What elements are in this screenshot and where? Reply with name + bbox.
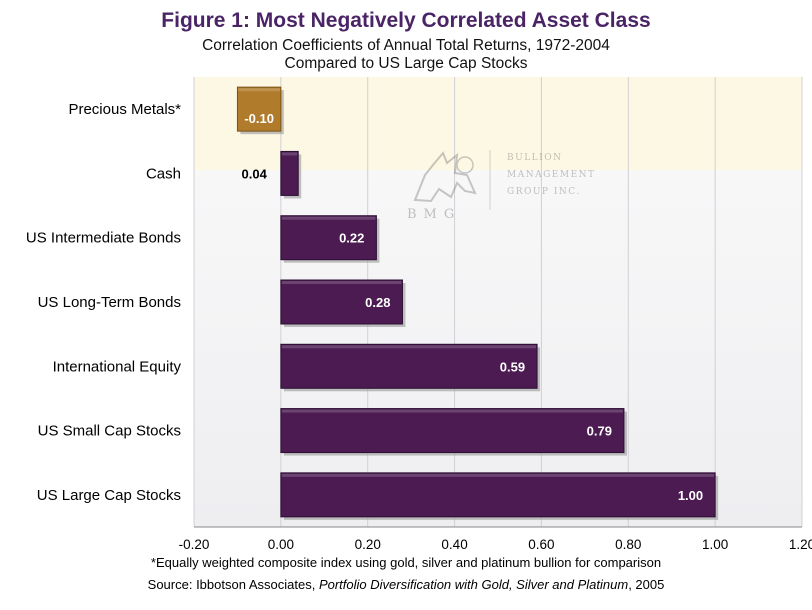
lion-logo-icon [413, 150, 491, 210]
x-tick-label: 0.60 [528, 537, 554, 552]
bar [280, 343, 538, 389]
category-label: International Equity [53, 358, 182, 375]
bar [280, 215, 377, 261]
bmg-watermark: BULLION MANAGEMENT GROUP INC. BMG [395, 145, 605, 225]
category-label: US Large Cap Stocks [37, 487, 181, 504]
watermark-mark: BMG [407, 207, 462, 222]
bar-bevel [281, 473, 715, 477]
category-label: US Small Cap Stocks [38, 423, 181, 440]
bar-value-label: -0.10 [244, 111, 274, 126]
x-tick-label: 0.20 [355, 537, 381, 552]
correlation-bar-chart: -0.20 0.00 0.20 0.40 0.60 0.80 1.00 1.20 Preciou… [26, 77, 812, 552]
bar [280, 150, 299, 196]
bar-value-label: 0.28 [365, 295, 390, 310]
bar-bevel [281, 152, 298, 156]
x-tick-label: 0.40 [441, 537, 467, 552]
watermark-line3: GROUP INC. [507, 187, 581, 197]
watermark-line2: MANAGEMENT [507, 170, 596, 180]
x-tick-label: 1.00 [702, 537, 728, 552]
bar-value-label: 0.04 [242, 166, 268, 181]
bar-bevel [281, 281, 402, 284]
bar-value-label: 0.79 [587, 424, 612, 439]
category-label: Cash [146, 165, 181, 182]
x-tick-label: -0.20 [179, 537, 210, 552]
x-tick-label: 0.00 [268, 537, 294, 552]
bar-bevel [281, 345, 537, 349]
x-tick-label: 1.20 [789, 537, 812, 552]
category-label: Precious Metals* [68, 101, 181, 118]
chart-source: Source: Ibbotson Associates, Portfolio D… [0, 577, 812, 592]
category-label: US Intermediate Bonds [26, 230, 181, 247]
bar-value-label: 0.22 [339, 231, 364, 246]
bar-bevel [281, 216, 376, 220]
bar-bevel [238, 88, 280, 92]
source-suffix: , 2005 [628, 577, 665, 592]
chart-subtitle-line1: Correlation Coefficients of Annual Total… [202, 37, 610, 54]
bar [236, 86, 282, 132]
watermark-line1: BULLION [507, 153, 563, 163]
bar-value-label: 1.00 [678, 488, 703, 503]
bar [280, 472, 716, 518]
chart-footnote: *Equally weighted composite index using … [150, 555, 662, 570]
category-label: US Long-Term Bonds [38, 294, 181, 311]
chart-title: Figure 1: Most Negatively Correlated Ass… [161, 9, 651, 32]
bar [280, 279, 403, 325]
source-title: Portfolio Diversification with Gold, Sil… [318, 577, 629, 592]
chart-subtitle-line2: Compared to US Large Cap Stocks [284, 55, 528, 72]
x-tick-label: 0.80 [615, 537, 641, 552]
source-prefix: Source: Ibbotson Associates, [147, 577, 319, 592]
bar [280, 408, 625, 454]
bar-bevel [281, 409, 623, 413]
bar-value-label: 0.59 [500, 359, 525, 374]
